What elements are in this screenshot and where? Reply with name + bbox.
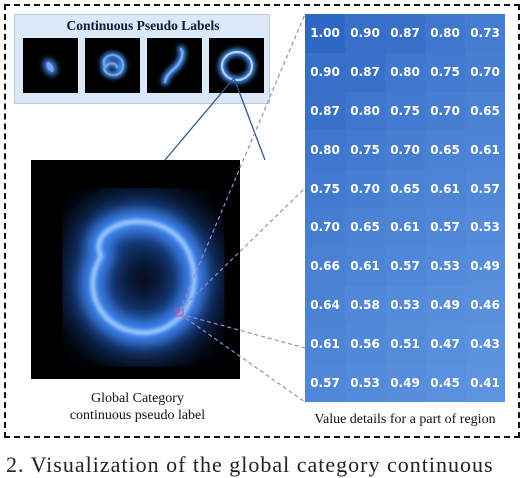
- grid-caption: Value details for a part of region: [314, 412, 496, 427]
- pseudo-label-thumbnail-4: [209, 38, 264, 93]
- continuous-labels-title: Continuous Pseudo Labels: [66, 18, 220, 33]
- grid-cell: 0.49: [465, 246, 505, 286]
- grid-cell: 0.58: [345, 285, 385, 325]
- grid-cell: 0.46: [465, 285, 505, 325]
- grid-cell: 0.43: [465, 324, 505, 364]
- grid-cell: 0.80: [345, 91, 385, 131]
- grid-cell: 0.49: [425, 285, 465, 325]
- grid-cell: 0.70: [385, 130, 425, 170]
- grid-cell: 0.65: [345, 208, 385, 247]
- grid-cell: 0.65: [385, 169, 425, 208]
- value-grid: 1.00 0.90 0.87 0.80 0.73 0.90 0.87 0.80 0.75 0.70…: [305, 14, 505, 402]
- grid-cell: 0.53: [345, 363, 385, 402]
- grid-cell: 1.00: [305, 14, 345, 53]
- grid-cell: 0.65: [425, 130, 465, 170]
- global-caption-line-2: continuous pseudo label: [69, 408, 206, 423]
- grid-cell: 0.75: [345, 130, 385, 170]
- pseudo-label-thumbnail-2: [85, 38, 140, 93]
- grid-cell: 0.56: [345, 324, 385, 364]
- grid-cell: 0.64: [305, 285, 345, 325]
- global-pseudo-label-image: [31, 160, 240, 379]
- continuous-labels-panel: Continuous Pseudo Labels: [14, 14, 270, 104]
- grid-cell: 0.80: [425, 14, 465, 53]
- grid-cell: 0.61: [305, 324, 345, 364]
- grid-cell: 0.90: [345, 14, 385, 53]
- grid-cell: 0.45: [425, 363, 465, 402]
- grid-cell: 0.70: [425, 91, 465, 131]
- grid-cell: 0.75: [305, 169, 345, 208]
- global-caption-line-1: Global Category: [91, 391, 184, 406]
- grid-cell: 0.57: [305, 363, 345, 402]
- grid-cell: 0.41: [465, 363, 505, 402]
- grid-cell: 0.75: [425, 52, 465, 92]
- grid-cell: 0.53: [465, 208, 505, 247]
- grid-cell: 0.61: [385, 208, 425, 247]
- figure-caption: 2. Visualization of the global category …: [6, 452, 494, 477]
- pseudo-label-thumbnail-1: [23, 38, 78, 93]
- grid-cell: 0.70: [305, 208, 345, 247]
- grid-cell: 0.73: [465, 14, 505, 53]
- grid-cell: 0.80: [385, 52, 425, 92]
- grid-cell: 0.80: [305, 130, 345, 170]
- grid-cell: 0.87: [385, 14, 425, 53]
- grid-cell: 0.57: [425, 208, 465, 247]
- grid-cell: 0.61: [465, 130, 505, 170]
- grid-cell: 0.90: [305, 52, 345, 92]
- grid-cell: 0.53: [425, 246, 465, 286]
- grid-cell: 0.61: [345, 246, 385, 286]
- grid-cell: 0.51: [385, 324, 425, 364]
- grid-cell: 0.66: [305, 246, 345, 286]
- grid-cell: 0.47: [425, 324, 465, 364]
- outer-dashed-frame: [4, 4, 520, 438]
- grid-cell: 0.57: [465, 169, 505, 208]
- grid-cell: 0.65: [465, 91, 505, 131]
- grid-cell: 0.70: [465, 52, 505, 92]
- grid-cell: 0.70: [345, 169, 385, 208]
- global-caption: Global Category continuous pseudo label: [40, 390, 235, 424]
- grid-cell: 0.53: [385, 285, 425, 325]
- grid-cell: 0.87: [345, 52, 385, 92]
- grid-cell: 0.61: [425, 169, 465, 208]
- grid-cell: 0.49: [385, 363, 425, 402]
- grid-cell: 0.75: [385, 91, 425, 131]
- pseudo-label-thumbnail-3: [147, 38, 202, 93]
- grid-cell: 0.87: [305, 91, 345, 131]
- grid-cell: 0.57: [385, 246, 425, 286]
